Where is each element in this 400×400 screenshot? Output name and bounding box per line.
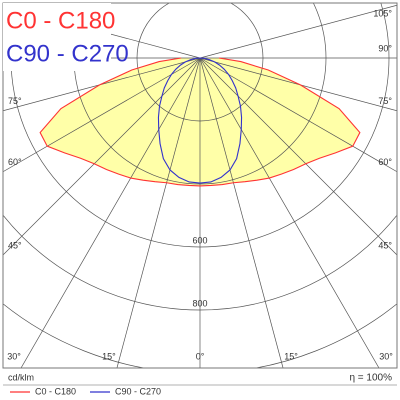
angle-tick-label: 45° — [8, 240, 22, 250]
grid-spoke — [199, 57, 397, 256]
angle-tick-label: 75° — [378, 96, 392, 106]
grid-spoke — [199, 57, 380, 368]
curve-line — [199, 57, 243, 184]
legend-title: C0 - C180 — [6, 7, 115, 34]
curves — [39, 57, 361, 187]
curve-line — [157, 57, 201, 184]
angle-tick-label: 90° — [378, 43, 392, 53]
angle-tick-label: 15° — [102, 351, 116, 361]
curve-line — [39, 57, 201, 187]
curve-line — [199, 57, 361, 187]
grid-spoke — [199, 57, 284, 368]
legend: C0 - C180 C0 - C180 C90 - C270 C90 - C270 — [3, 3, 161, 396]
legend-title: C90 - C270 — [6, 40, 129, 67]
angle-tick-label: 30° — [7, 351, 21, 361]
angle-tick-label: 105° — [373, 8, 392, 18]
unit-label: cd/klm — [8, 372, 34, 382]
labels: 600 800 75° 60° 45° 30° 15° 0° 15° 30° 45° 60° 75° 90… — [7, 8, 393, 361]
area-fill — [40, 58, 200, 186]
area-fill — [200, 58, 360, 186]
radial-tick-label: 800 — [192, 298, 207, 308]
grid-spoke — [3, 57, 201, 173]
grid-spoke — [199, 4, 397, 59]
radial-tick-label: 600 — [192, 235, 207, 245]
legend-backdrop — [3, 3, 111, 71]
angle-tick-label: 30° — [379, 351, 393, 361]
angle-tick-label: 75° — [8, 96, 22, 106]
legend-label: C0 - C180 — [35, 386, 76, 396]
fills — [40, 58, 360, 186]
efficiency-label: η = 100% — [349, 373, 392, 384]
angle-tick-label: 0° — [196, 351, 205, 361]
legend-label: C90 - C270 — [115, 386, 161, 396]
grid — [3, 3, 397, 368]
angle-tick-label: 60° — [8, 157, 22, 167]
angle-tick-label: 15° — [284, 351, 298, 361]
angle-tick-label: 45° — [378, 240, 392, 250]
angle-tick-label: 60° — [378, 157, 392, 167]
grid-spoke — [199, 57, 397, 173]
grid-spoke — [3, 57, 201, 256]
grid-spoke — [116, 57, 201, 368]
frame — [2, 2, 398, 369]
grid-spoke — [20, 57, 201, 368]
